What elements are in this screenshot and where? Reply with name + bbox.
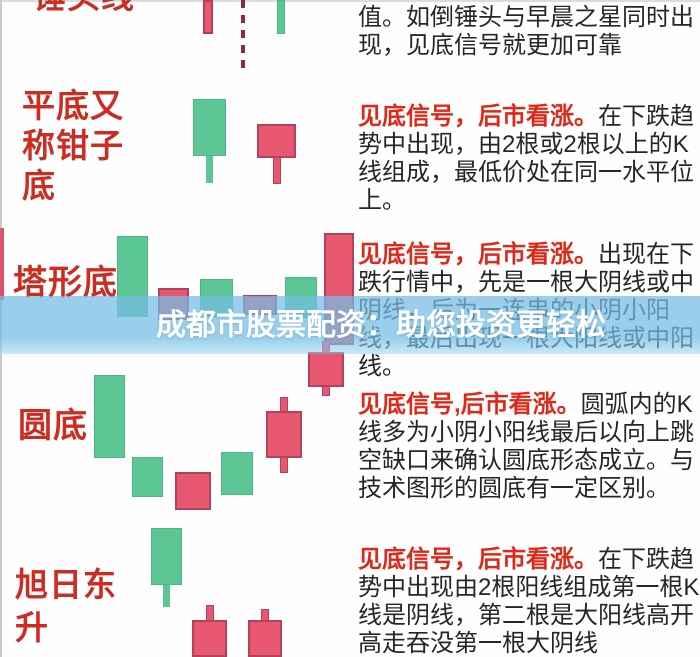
candle-flat-bottom-2	[257, 124, 296, 158]
candle-round-bottom-5	[266, 411, 302, 458]
description-text: 值。如倒锤头与早晨之星同时出现，见底信号就更加可靠	[358, 4, 694, 59]
candle-round-bottom-2	[132, 457, 163, 497]
description-flat-bottom: 见底信号，后市看涨。在下跌趋势中出现，由2根或2根以上的K线组成，最低价处在同一…	[358, 103, 700, 215]
description-rising-sun: 见底信号，后市看涨。在下跌趋势中出现由2根阳线组成第一根K线是阴线，第二根是大阳…	[358, 546, 700, 657]
signal-text: 见底信号，后市看涨。	[358, 546, 598, 573]
pattern-label-rising-sun: 旭日东升	[15, 566, 117, 646]
candle-wick-bottom-flat-bottom-2	[273, 156, 281, 184]
pattern-label-clipped-text: 锤头线	[33, 0, 135, 11]
candle-morning-star-remnant-3	[277, 0, 285, 34]
pattern-label-round-bottom: 圆底	[18, 407, 88, 445]
candle-rising-sun-2	[192, 620, 227, 657]
signal-text: 见底信号,后市看涨。	[358, 391, 581, 418]
description-text: 圆弧内的K线多为小阴小阳线最后以向上跳空缺口来确认圆底形态成立。与技术图形的圆底…	[358, 391, 694, 502]
candle-wick-bottom-round-bottom-5	[280, 456, 288, 473]
candle-wick-bottom-flat-bottom-1	[206, 154, 213, 183]
candle-round-bottom-1	[94, 375, 125, 458]
candle-round-bottom-3	[175, 472, 211, 510]
gap-dashed-line-morning-star-remnant	[241, 0, 245, 68]
candle-morning-star-remnant-1	[203, 0, 213, 34]
cropped-candle-sliver	[0, 228, 4, 300]
description-text: 在下跌趋势中出现，由2根或2根以上的K线组成，最低价处在同一水平位上。	[358, 103, 694, 214]
description-text: 在下跌趋势中出现由2根阳线组成第一根K线是阴线，第二根是大阳线高开高走吞没第一根…	[358, 546, 700, 657]
watermark-text: 成都市股票配资：助您投资更轻松	[156, 309, 606, 342]
description-clipped-top: 值。如倒锤头与早晨之星同时出现，见底信号就更加可靠	[358, 4, 700, 60]
pattern-label-clipped: 锤头线	[33, 0, 135, 11]
candle-wick-bottom-rising-sun-1	[163, 583, 170, 607]
candle-rising-sun-1	[151, 528, 182, 585]
signal-text: 见底信号，后市看涨。	[358, 241, 598, 268]
description-round-bottom: 见底信号,后市看涨。圆弧内的K线多为小阴小阳线最后以向上跳空缺口来确认圆底形态成…	[358, 391, 700, 503]
pattern-label-flat-bottom: 平底又称钳子底	[22, 87, 124, 204]
top-edge-line	[0, 0, 700, 2]
candle-rising-sun-3	[248, 620, 282, 657]
candle-round-bottom-6	[308, 352, 344, 387]
signal-text: 见底信号，后市看涨。	[358, 103, 598, 130]
candle-round-bottom-4	[221, 452, 253, 495]
watermark-band: 成都市股票配资：助您投资更轻松	[0, 296, 700, 354]
pattern-label-tower-bottom: 塔形底	[13, 264, 118, 302]
candle-flat-bottom-1	[193, 99, 226, 156]
